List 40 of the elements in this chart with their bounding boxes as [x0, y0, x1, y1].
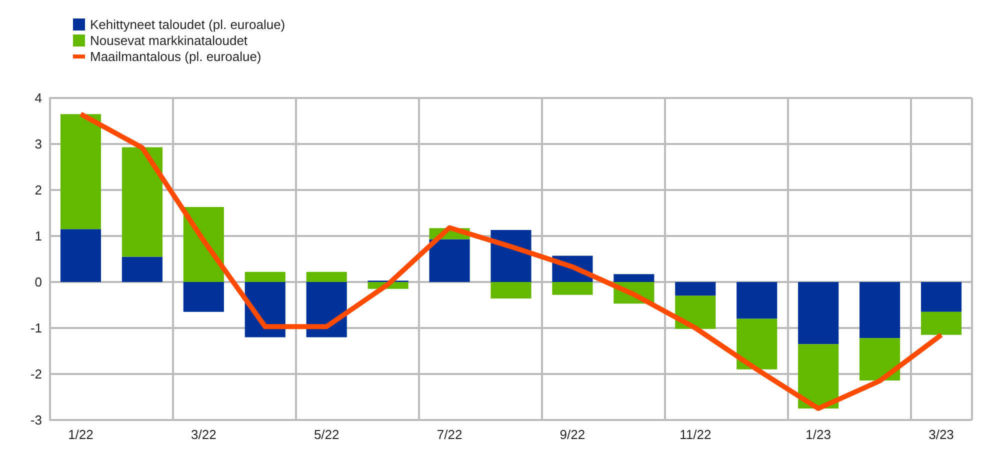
legend-label: Nousevat markkinataloudet: [90, 33, 248, 48]
bar: [183, 282, 224, 312]
bar: [675, 282, 716, 296]
bar: [736, 318, 778, 370]
y-tick-label: 2: [34, 182, 42, 198]
bar: [490, 282, 532, 299]
bar: [920, 282, 962, 312]
x-tick-label: 3/22: [191, 427, 216, 442]
bar: [244, 272, 286, 282]
bar: [306, 272, 347, 282]
x-tick-label: 9/22: [560, 427, 586, 442]
y-tick-label: 0: [34, 274, 42, 290]
bar: [798, 344, 839, 408]
bar: [798, 282, 839, 344]
bar: [552, 282, 593, 295]
y-tick-label: -2: [30, 366, 42, 382]
bar: [122, 147, 162, 257]
bar: [860, 338, 900, 380]
bar: [429, 239, 470, 282]
y-tick-label: -1: [30, 320, 42, 336]
bar: [60, 229, 102, 282]
x-tick-label: 5/22: [314, 427, 340, 442]
x-tick-label: 1/23: [806, 427, 831, 442]
y-tick-label: 4: [34, 90, 42, 106]
legend-label: Maailmantalous (pl. euroalue): [90, 49, 262, 64]
x-tick-label: 7/22: [436, 427, 462, 442]
bar: [122, 256, 162, 282]
x-tick-label: 1/22: [68, 427, 94, 442]
x-tick-label: 3/23: [928, 427, 954, 442]
y-tick-label: -3: [30, 412, 42, 428]
bar: [675, 296, 716, 329]
bar: [614, 274, 654, 282]
bar: [860, 282, 900, 338]
y-tick-label: 1: [34, 228, 42, 244]
bar: [736, 282, 778, 319]
bar: [920, 312, 962, 335]
legend-label: Kehittyneet taloudet (pl. euroalue): [90, 17, 286, 32]
bar: [60, 114, 102, 230]
y-tick-label: 3: [34, 136, 42, 152]
x-tick-label: 11/22: [680, 427, 712, 442]
